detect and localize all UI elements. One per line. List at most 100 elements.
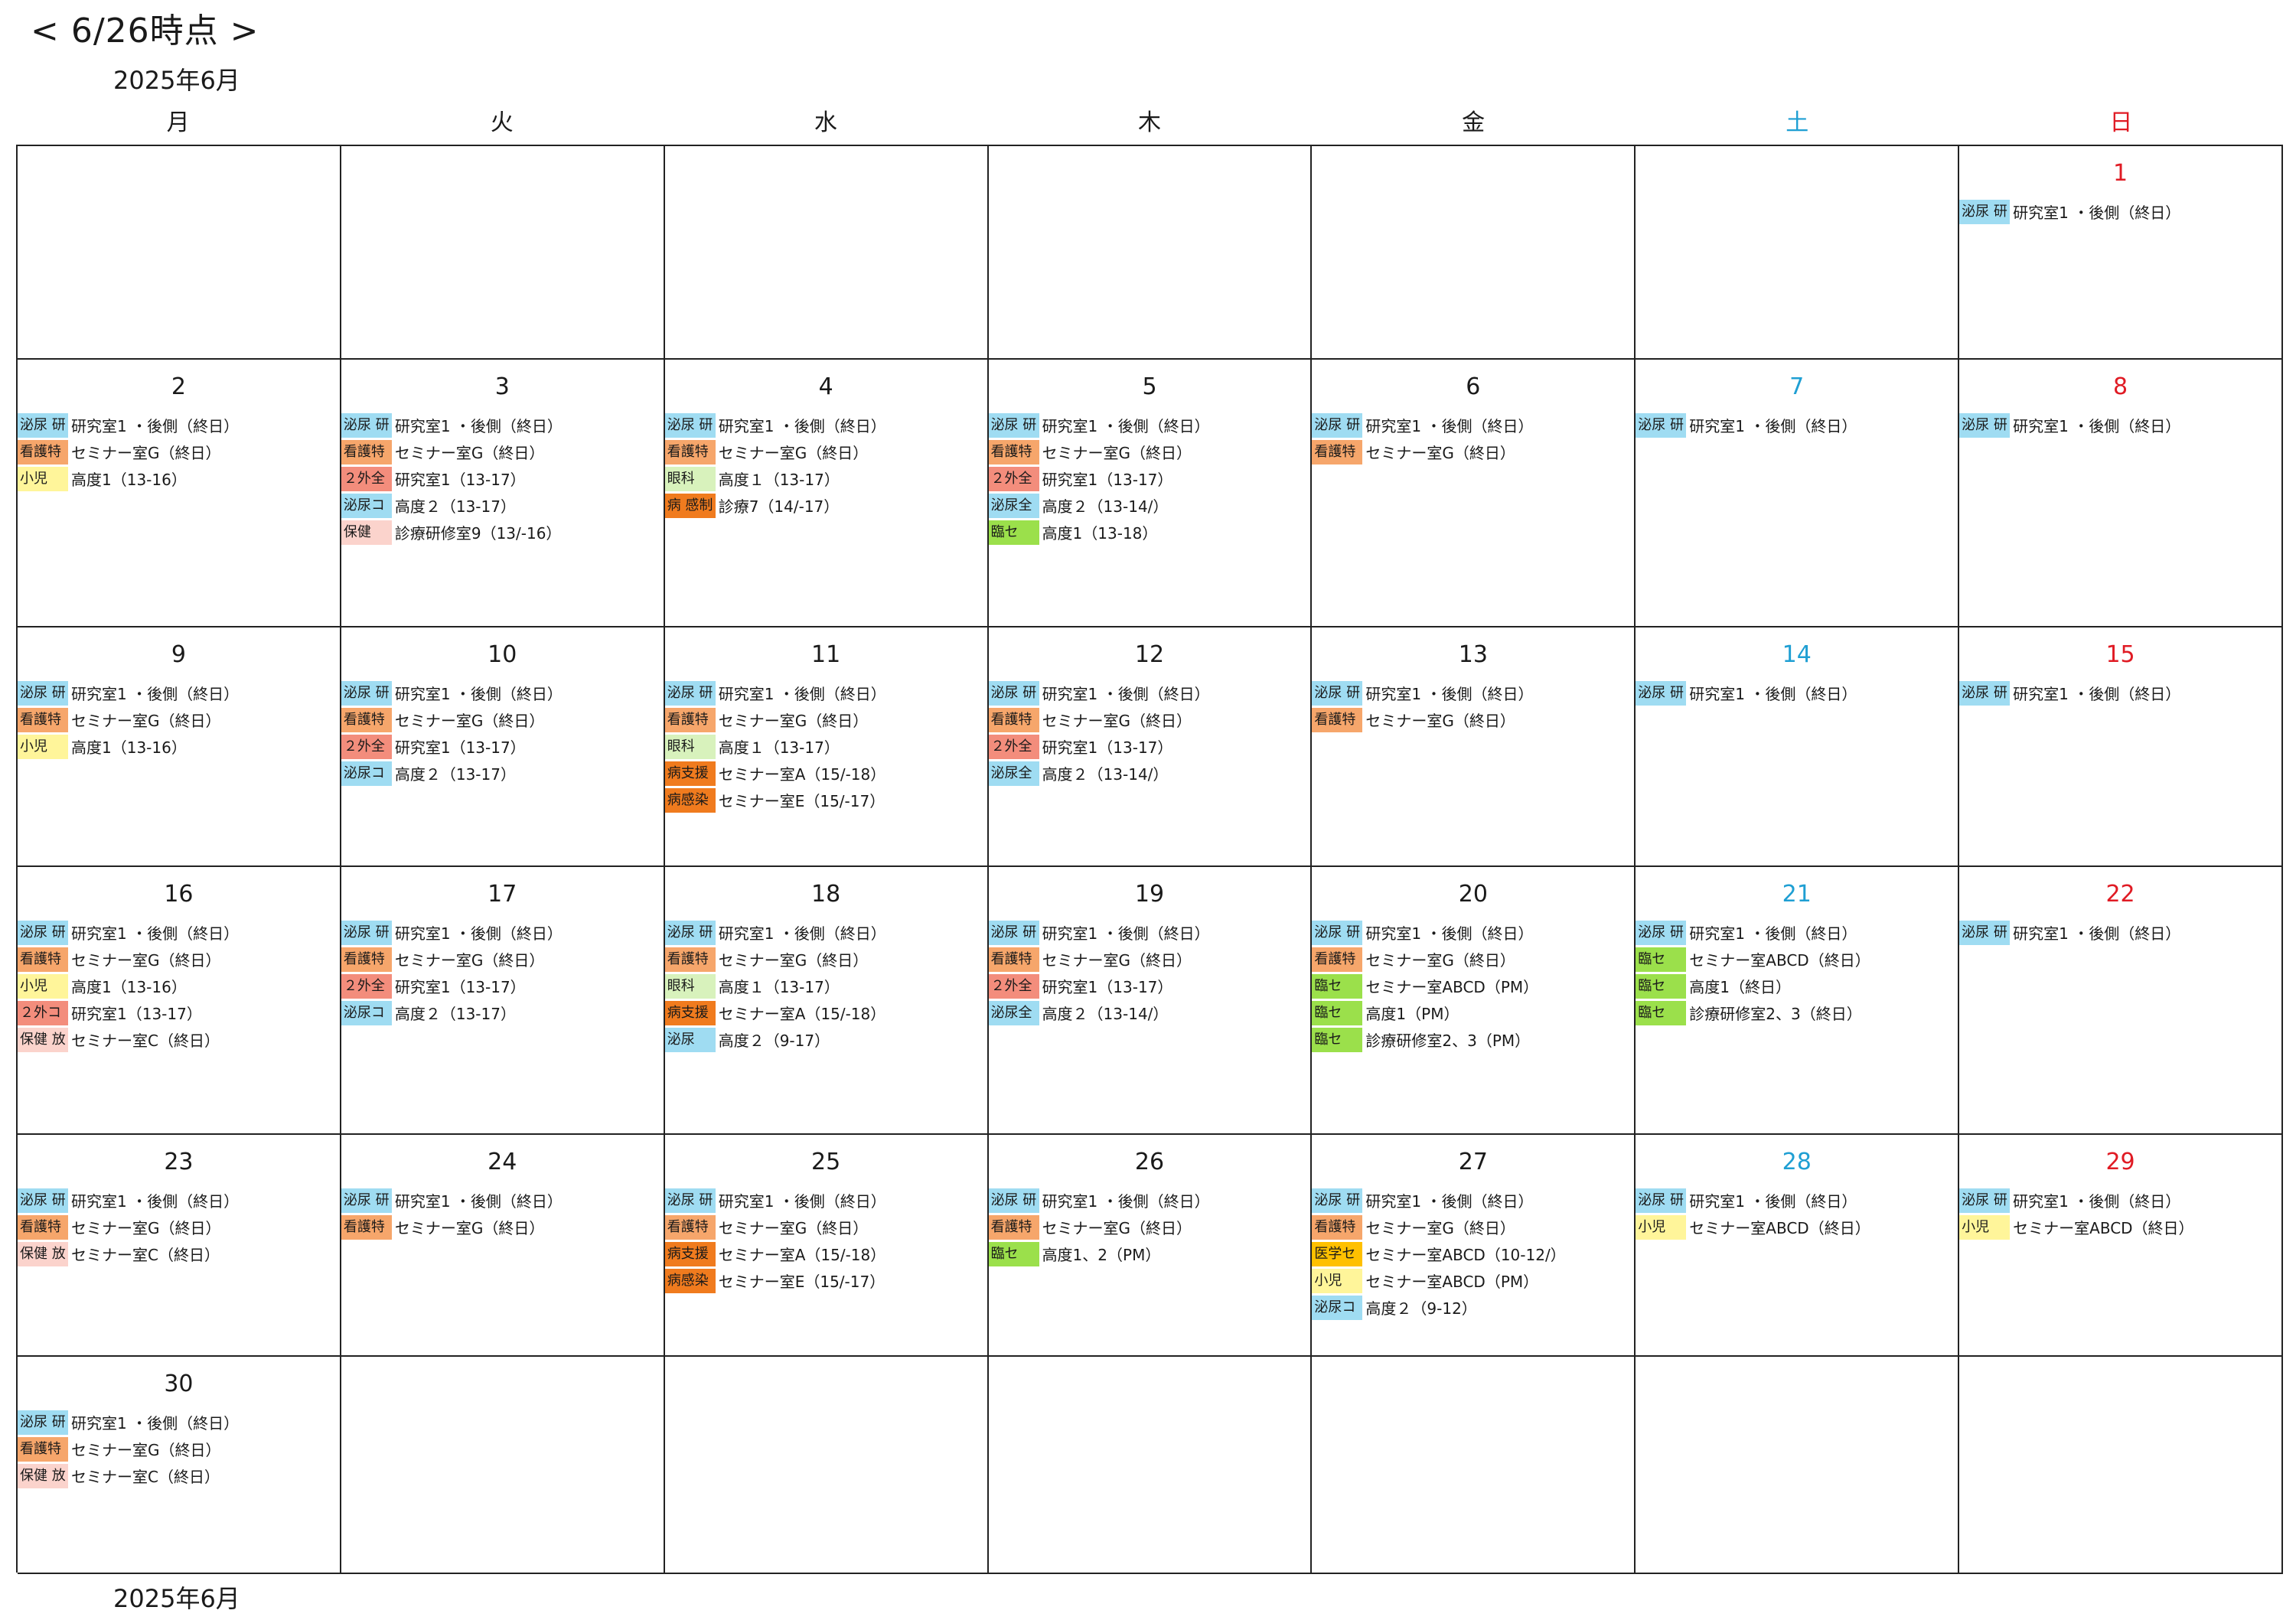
event-item[interactable]: 泌尿 研研究室1 ・後側（終日）	[18, 919, 340, 946]
event-item[interactable]: 病支援 セミナー室A（15/-18）	[664, 999, 987, 1026]
event-item[interactable]: 泌尿 研研究室1 ・後側（終日）	[18, 680, 340, 706]
event-item[interactable]: 病支援 セミナー室A（15/-18）	[664, 760, 987, 787]
event-item[interactable]: 看護特 セミナー室G（終日）	[664, 706, 987, 733]
event-item[interactable]: 泌尿 研研究室1 ・後側（終日）	[341, 680, 664, 706]
day-cell[interactable]: 20 泌尿 研研究室1 ・後側（終日） 看護特 セミナー室G（終日） 臨セ セミナー室AB…	[1312, 867, 1636, 1135]
event-item[interactable]: 泌尿 研研究室1 ・後側（終日）	[1959, 919, 2281, 946]
event-item[interactable]: 小児 高度1（13-16）	[18, 973, 340, 999]
event-item[interactable]: 泌尿全 高度２（13-14/）	[988, 760, 1311, 787]
event-item[interactable]: 看護特 セミナー室G（終日）	[341, 946, 664, 973]
event-item[interactable]: 看護特 セミナー室G（終日）	[18, 1436, 340, 1462]
event-item[interactable]: 泌尿 研研究室1 ・後側（終日）	[988, 1187, 1311, 1214]
day-cell[interactable]: 28 泌尿 研研究室1 ・後側（終日） 小児 セミナー室ABCD（終日）	[1636, 1135, 1960, 1357]
event-item[interactable]: ２外全 研究室1（13-17）	[988, 733, 1311, 760]
event-item[interactable]: 看護特 セミナー室G（終日）	[1312, 1214, 1634, 1240]
event-item[interactable]: 看護特 セミナー室G（終日）	[18, 706, 340, 733]
event-item[interactable]: 泌尿全 高度２（13-14/）	[988, 492, 1311, 519]
event-item[interactable]: 臨セ 高度1（PM）	[1312, 999, 1634, 1026]
day-cell[interactable]: 15 泌尿 研研究室1 ・後側（終日）	[1959, 627, 2283, 867]
event-item[interactable]: 看護特 セミナー室G（終日）	[664, 946, 987, 973]
event-item[interactable]: ２外全 研究室1（13-17）	[341, 465, 664, 492]
day-cell[interactable]: 25 泌尿 研研究室1 ・後側（終日） 看護特 セミナー室G（終日） 病支援 セミナー室A…	[664, 1135, 989, 1357]
event-item[interactable]: 看護特 セミナー室G（終日）	[988, 1214, 1311, 1240]
day-cell[interactable]: 18 泌尿 研研究室1 ・後側（終日） 看護特 セミナー室G（終日） 眼科 高度１（13-…	[664, 867, 989, 1135]
event-item[interactable]: 看護特 セミナー室G（終日）	[18, 438, 340, 465]
event-item[interactable]: 泌尿コ 高度２（13-17）	[341, 492, 664, 519]
day-cell[interactable]: 17 泌尿 研研究室1 ・後側（終日） 看護特 セミナー室G（終日） ２外全 研究室1（1…	[341, 867, 665, 1135]
event-item[interactable]: 泌尿コ 高度２（9-12）	[1312, 1294, 1634, 1321]
event-item[interactable]: 看護特 セミナー室G（終日）	[341, 1214, 664, 1240]
day-cell[interactable]: 7 泌尿 研研究室1 ・後側（終日）	[1636, 360, 1960, 627]
day-cell[interactable]: 11 泌尿 研研究室1 ・後側（終日） 看護特 セミナー室G（終日） 眼科 高度１（13-…	[664, 627, 989, 867]
day-cell[interactable]: 1 泌尿 研研究室1 ・後側（終日）	[1959, 146, 2283, 360]
event-item[interactable]: 泌尿 研研究室1 ・後側（終日）	[1959, 412, 2281, 438]
event-item[interactable]: 小児 高度1（13-16）	[18, 733, 340, 760]
event-item[interactable]: 小児 セミナー室ABCD（終日）	[1636, 1214, 1958, 1240]
event-item[interactable]: 泌尿 研研究室1 ・後側（終日）	[1959, 680, 2281, 706]
day-cell[interactable]: 8 泌尿 研研究室1 ・後側（終日）	[1959, 360, 2283, 627]
day-cell[interactable]: 6 泌尿 研研究室1 ・後側（終日） 看護特 セミナー室G（終日）	[1312, 360, 1636, 627]
event-item[interactable]: 泌尿 研研究室1 ・後側（終日）	[1959, 198, 2281, 225]
day-cell[interactable]: 2 泌尿 研研究室1 ・後側（終日） 看護特 セミナー室G（終日） 小児 高度1（13-1…	[18, 360, 341, 627]
event-item[interactable]: 小児 セミナー室ABCD（PM）	[1312, 1267, 1634, 1294]
event-item[interactable]: 看護特 セミナー室G（終日）	[1312, 706, 1634, 733]
event-item[interactable]: 看護特 セミナー室G（終日）	[988, 438, 1311, 465]
event-item[interactable]: 泌尿 研研究室1 ・後側（終日）	[1959, 1187, 2281, 1214]
event-item[interactable]: 泌尿 研研究室1 ・後側（終日）	[664, 412, 987, 438]
event-item[interactable]: 泌尿 研研究室1 ・後側（終日）	[18, 1409, 340, 1436]
event-item[interactable]: 病感染 セミナー室E（15/-17）	[664, 787, 987, 813]
event-item[interactable]: 看護特 セミナー室G（終日）	[664, 438, 987, 465]
day-cell[interactable]: 19 泌尿 研研究室1 ・後側（終日） 看護特 セミナー室G（終日） ２外全 研究室1（1…	[988, 867, 1313, 1135]
event-item[interactable]: 臨セ 診療研修室2、3（PM）	[1312, 1026, 1634, 1053]
day-cell[interactable]: 9 泌尿 研研究室1 ・後側（終日） 看護特 セミナー室G（終日） 小児 高度1（13-1…	[18, 627, 341, 867]
day-cell[interactable]: 30 泌尿 研研究室1 ・後側（終日） 看護特 セミナー室G（終日） 保健 放セミナー室…	[18, 1357, 341, 1574]
event-item[interactable]: 泌尿 研研究室1 ・後側（終日）	[1636, 919, 1958, 946]
event-item[interactable]: 泌尿 研研究室1 ・後側（終日）	[664, 680, 987, 706]
event-item[interactable]: 泌尿 研研究室1 ・後側（終日）	[341, 1187, 664, 1214]
event-item[interactable]: ２外全 研究室1（13-17）	[341, 733, 664, 760]
event-item[interactable]: 看護特 セミナー室G（終日）	[1312, 946, 1634, 973]
event-item[interactable]: ２外全 研究室1（13-17）	[988, 465, 1311, 492]
event-item[interactable]: 保健 放セミナー室C（終日）	[18, 1462, 340, 1489]
day-cell[interactable]: 12 泌尿 研研究室1 ・後側（終日） 看護特 セミナー室G（終日） ２外全 研究室1（1…	[988, 627, 1313, 867]
event-item[interactable]: 泌尿 研研究室1 ・後側（終日）	[988, 412, 1311, 438]
event-item[interactable]: 泌尿 研研究室1 ・後側（終日）	[341, 412, 664, 438]
day-cell[interactable]: 14 泌尿 研研究室1 ・後側（終日）	[1636, 627, 1960, 867]
event-item[interactable]: ２外全 研究室1（13-17）	[341, 973, 664, 999]
event-item[interactable]: 泌尿 研研究室1 ・後側（終日）	[1636, 1187, 1958, 1214]
event-item[interactable]: 泌尿 研研究室1 ・後側（終日）	[988, 919, 1311, 946]
event-item[interactable]: 保健 放セミナー室C（終日）	[18, 1026, 340, 1053]
event-item[interactable]: ２外コ 研究室1（13-17）	[18, 999, 340, 1026]
event-item[interactable]: 病支援 セミナー室A（15/-18）	[664, 1240, 987, 1267]
event-item[interactable]: 泌尿 高度２（9-17）	[664, 1026, 987, 1053]
event-item[interactable]: 泌尿 研研究室1 ・後側（終日）	[1636, 680, 1958, 706]
event-item[interactable]: 眼科 高度１（13-17）	[664, 973, 987, 999]
day-cell[interactable]: 29 泌尿 研研究室1 ・後側（終日） 小児 セミナー室ABCD（終日）	[1959, 1135, 2283, 1357]
event-item[interactable]: 看護特 セミナー室G（終日）	[18, 1214, 340, 1240]
event-item[interactable]: 眼科 高度１（13-17）	[664, 465, 987, 492]
event-item[interactable]: 小児 高度1（13-16）	[18, 465, 340, 492]
event-item[interactable]: 医学セ セミナー室ABCD（10-12/）	[1312, 1240, 1634, 1267]
event-item[interactable]: 保健 放セミナー室C（終日）	[18, 1240, 340, 1267]
event-item[interactable]: 臨セ セミナー室ABCD（終日）	[1636, 946, 1958, 973]
event-item[interactable]: 看護特 セミナー室G（終日）	[1312, 438, 1634, 465]
day-cell[interactable]: 16 泌尿 研研究室1 ・後側（終日） 看護特 セミナー室G（終日） 小児 高度1（13-…	[18, 867, 341, 1135]
day-cell[interactable]: 26 泌尿 研研究室1 ・後側（終日） 看護特 セミナー室G（終日） 臨セ 高度1、2（P…	[988, 1135, 1313, 1357]
event-item[interactable]: 泌尿コ 高度２（13-17）	[341, 999, 664, 1026]
event-item[interactable]: 泌尿 研研究室1 ・後側（終日）	[1312, 412, 1634, 438]
event-item[interactable]: 泌尿全 高度２（13-14/）	[988, 999, 1311, 1026]
day-cell[interactable]: 23 泌尿 研研究室1 ・後側（終日） 看護特 セミナー室G（終日） 保健 放セミナー室…	[18, 1135, 341, 1357]
day-cell[interactable]: 27 泌尿 研研究室1 ・後側（終日） 看護特 セミナー室G（終日） 医学セ セミナー室A…	[1312, 1135, 1636, 1357]
day-cell[interactable]: 21 泌尿 研研究室1 ・後側（終日） 臨セ セミナー室ABCD（終日） 臨セ 高度1（終…	[1636, 867, 1960, 1135]
event-item[interactable]: 臨セ セミナー室ABCD（PM）	[1312, 973, 1634, 999]
day-cell[interactable]: 10 泌尿 研研究室1 ・後側（終日） 看護特 セミナー室G（終日） ２外全 研究室1（1…	[341, 627, 665, 867]
day-cell[interactable]: 22 泌尿 研研究室1 ・後側（終日）	[1959, 867, 2283, 1135]
event-item[interactable]: 看護特 セミナー室G（終日）	[18, 946, 340, 973]
event-item[interactable]: 保健 診療研修室9（13/-16）	[341, 519, 664, 546]
event-item[interactable]: 臨セ 高度1（13-18）	[988, 519, 1311, 546]
event-item[interactable]: 眼科 高度１（13-17）	[664, 733, 987, 760]
event-item[interactable]: 泌尿 研研究室1 ・後側（終日）	[18, 412, 340, 438]
event-item[interactable]: 看護特 セミナー室G（終日）	[341, 706, 664, 733]
event-item[interactable]: 泌尿 研研究室1 ・後側（終日）	[664, 1187, 987, 1214]
event-item[interactable]: 病 感制 診療7（14/-17）	[664, 492, 987, 519]
